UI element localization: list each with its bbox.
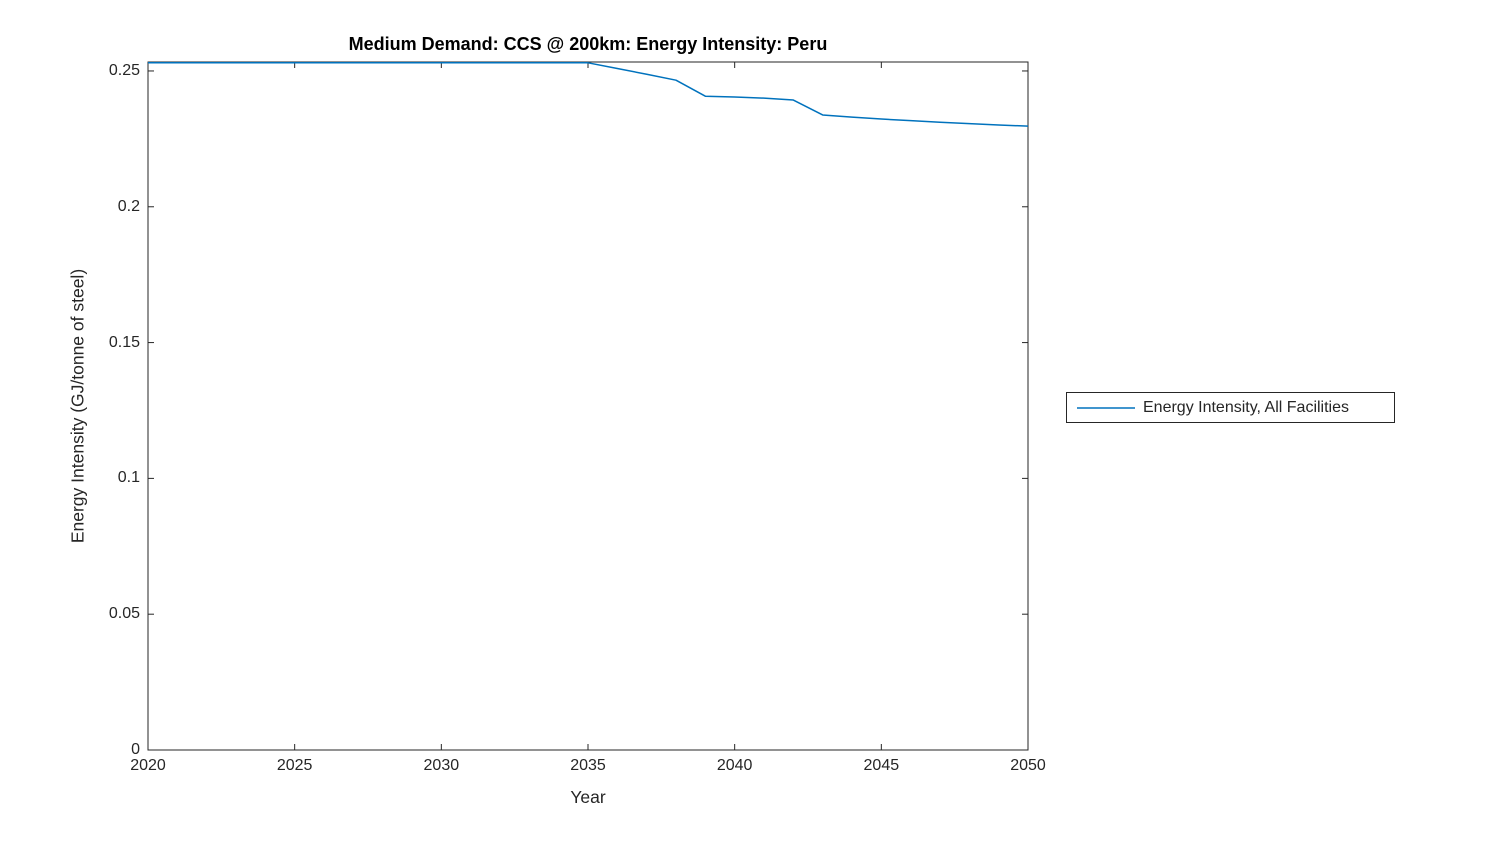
y-tick-label: 0 [131, 741, 140, 758]
x-axis-label: Year [570, 787, 606, 807]
legend-label: Energy Intensity, All Facilities [1143, 398, 1350, 416]
data-line [148, 62, 1029, 127]
legend: Energy Intensity, All Facilities [1066, 392, 1395, 423]
x-tick-label: 2050 [1010, 757, 1046, 774]
y-tick-label: 0.2 [117, 197, 140, 215]
x-tick-label: 2045 [863, 757, 900, 774]
y-tick-label: 0.15 [108, 333, 140, 351]
x-tick-label: 2020 [130, 757, 166, 774]
y-tick-label: 0.05 [108, 605, 140, 623]
y-tick-label: 0.1 [117, 469, 140, 487]
y-axis-label: Energy Intensity (GJ/tonne of steel) [67, 268, 88, 544]
x-tick-label: 2040 [716, 757, 753, 774]
x-tick-label: 2025 [276, 757, 313, 774]
axes-box [147, 61, 1029, 751]
legend-line-sample [1077, 406, 1135, 409]
chart-title: Medium Demand: CCS @ 200km: Energy Inten… [348, 34, 828, 54]
x-tick-label: 2035 [570, 757, 606, 774]
y-tick-label: 0.25 [108, 61, 140, 79]
x-tick-label: 2030 [423, 757, 460, 774]
